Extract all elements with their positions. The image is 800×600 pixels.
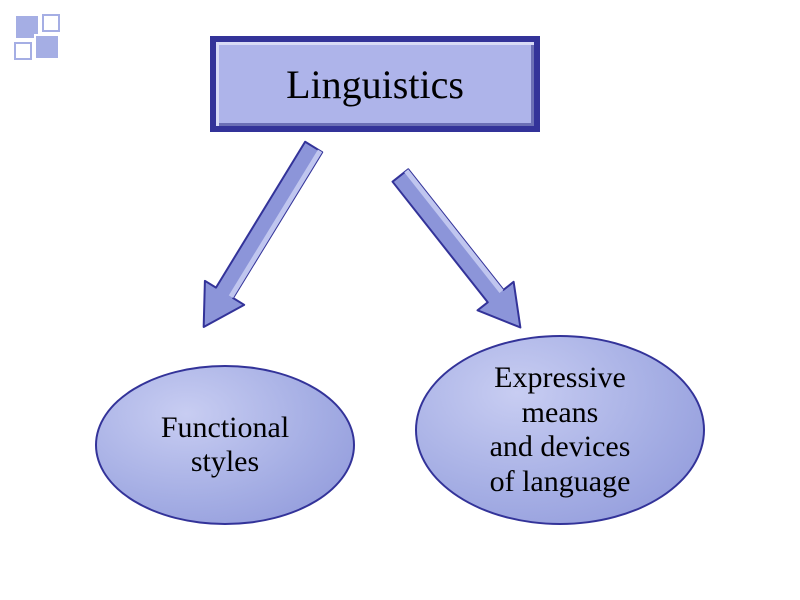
- right-ellipse-text: Expressive means and devices of language: [490, 361, 631, 499]
- arrow-left: [182, 134, 335, 340]
- deco-square-4: [34, 34, 60, 60]
- right-ellipse-line1: Expressive: [490, 361, 631, 396]
- right-ellipse-line2: means: [490, 396, 631, 431]
- left-ellipse-line2: styles: [161, 445, 289, 480]
- deco-square-2: [42, 14, 60, 32]
- title-label: Linguistics: [286, 61, 464, 108]
- arrow-right: [381, 160, 540, 343]
- deco-square-3: [14, 42, 32, 60]
- left-ellipse-node: Functional styles: [95, 365, 355, 525]
- right-ellipse-line4: of language: [490, 465, 631, 500]
- right-ellipse-node: Expressive means and devices of language: [415, 335, 705, 525]
- left-ellipse-text: Functional styles: [161, 411, 289, 480]
- right-ellipse-line3: and devices: [490, 430, 631, 465]
- title-node: Linguistics: [210, 36, 540, 132]
- left-ellipse-line1: Functional: [161, 411, 289, 446]
